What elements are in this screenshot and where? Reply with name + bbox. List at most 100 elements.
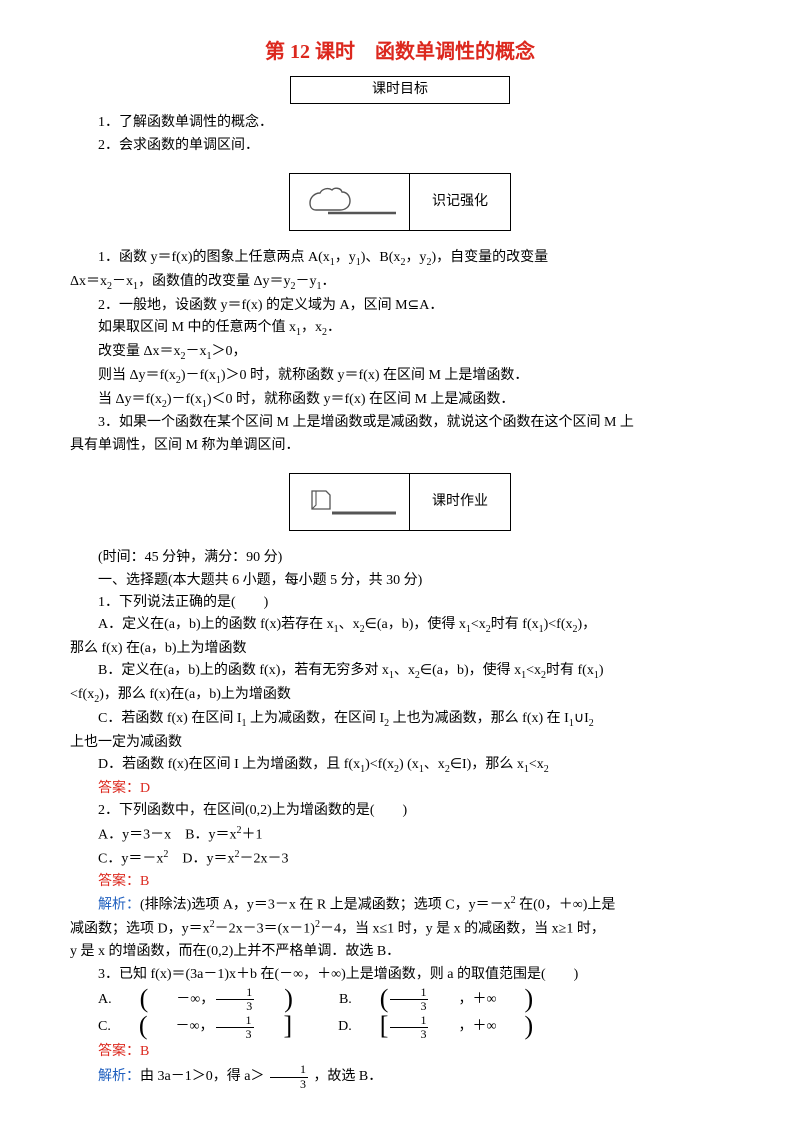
text: B．y＝x — [185, 828, 236, 843]
recall-p7: 3．如果一个函数在某个区间 M 上是增函数或是减函数，就说这个函数在这个区间 M… — [70, 412, 730, 434]
text: ＋1 — [241, 828, 262, 843]
text: 当 Δy＝f(x — [98, 392, 162, 407]
q1-C: C．若函数 f(x) 在区间 I1 上为减函数，在区间 I2 上也为减函数，那么… — [70, 708, 730, 732]
text: ∈(a，b)，使得 x — [365, 617, 466, 632]
text: <x — [526, 663, 541, 678]
q2-exp3: y 是 x 的增函数，而在(0,2)上并不严格单调．故选 B． — [70, 941, 730, 963]
q3-ans: 答案：B — [70, 1041, 730, 1063]
text: <f(x — [70, 687, 94, 702]
opt-D: D. — [310, 1016, 352, 1038]
opt-C: C. — [70, 1016, 111, 1038]
q2-exp2: 减函数；选项 D，y＝x2－2x－3＝(x－1)2－4，当 x≤1 时，y 是 … — [70, 917, 730, 941]
text: C．若函数 f(x) 在区间 I — [98, 711, 242, 726]
text: )、B(x — [361, 250, 401, 265]
text: )，那么 f(x)在(a，b)上为增函数 — [99, 687, 291, 702]
exp-label: 解析： — [98, 1069, 140, 1084]
q2-AB: A．y＝3－x B．y＝x2＋1 — [70, 823, 730, 847]
frac-d: 3 — [390, 1000, 428, 1013]
text: ，x — [301, 320, 322, 335]
q1-B2: <f(x2)，那么 f(x)在(a，b)上为增函数 — [70, 684, 730, 708]
text: )＞0 时，就称函数 y＝f(x) 在区间 M 上是增函数． — [221, 368, 529, 383]
q3-AB: A. (－∞， 13 ) B. ( 13 ，＋∞) — [70, 986, 730, 1013]
text: 由 3a－1＞0，得 a＞ — [140, 1069, 264, 1084]
q1-C2: 上也一定为减函数 — [70, 732, 730, 754]
q1-ans: 答案：D — [70, 778, 730, 800]
text: A．y＝3－x — [98, 828, 171, 843]
text: ) (x — [399, 757, 419, 772]
text: ，＋∞ — [430, 989, 496, 1011]
text: 上为减函数，在区间 I — [247, 711, 385, 726]
q3-stem: 3．已知 f(x)＝(3a－1)x＋b 在(－∞，＋∞)上是增函数，则 a 的取… — [70, 964, 730, 986]
text: ∪I — [574, 711, 589, 726]
text: (排除法)选项 A，y＝3－x 在 R 上是减函数；选项 C，y＝－x — [140, 898, 511, 913]
text: D．若函数 f(x)在区间 I 上为增函数，且 f(x — [98, 757, 360, 772]
recall-p6: 当 Δy＝f(x2)－f(x1)＜0 时，就称函数 y＝f(x) 在区间 M 上… — [70, 389, 730, 413]
recall-p5: 则当 Δy＝f(x2)－f(x1)＞0 时，就称函数 y＝f(x) 在区间 M … — [70, 365, 730, 389]
recall-p4: 改变量 Δx＝x2－x1＞0， — [70, 341, 730, 365]
text: 时有 f(x — [546, 663, 594, 678]
text: －2x－3＝(x－1) — [215, 922, 315, 937]
text: <x — [529, 757, 544, 772]
book-icon — [290, 474, 410, 530]
text: 、x — [424, 757, 445, 772]
text: ． — [327, 320, 341, 335]
text: －∞， — [148, 1016, 214, 1038]
recall-p7b: 具有单调性，区间 M 称为单调区间． — [70, 435, 730, 457]
q2-CD: C．y＝－x2 D．y＝x2－2x－3 — [70, 847, 730, 871]
text: 时有 f(x — [491, 617, 539, 632]
text: ，y — [405, 250, 426, 265]
text: Δx＝x — [70, 274, 107, 289]
frac-n: 1 — [270, 1063, 308, 1077]
text: －2x－3 — [239, 852, 288, 867]
q1-D: D．若函数 f(x)在区间 I 上为增函数，且 f(x1)<f(x2) (x1、… — [70, 754, 730, 778]
text: 1．函数 y＝f(x)的图象上任意两点 A(x — [98, 250, 330, 265]
frac-d: 3 — [216, 1028, 254, 1041]
frac-n: 1 — [216, 1014, 254, 1028]
hw-box: 课时作业 — [70, 473, 730, 531]
text: －∞， — [148, 989, 214, 1011]
text: ． — [322, 274, 336, 289]
text: 上也为减函数，那么 f(x) 在 I — [389, 711, 569, 726]
text: 改变量 Δx＝x — [98, 344, 181, 359]
hw-label: 课时作业 — [410, 474, 510, 530]
exp-label: 解析： — [98, 898, 140, 913]
text: －x — [112, 274, 133, 289]
q1-A2: 那么 f(x) 在(a，b)上为增函数 — [70, 638, 730, 660]
q3-exp: 解析：由 3a－1＞0，得 a＞ 13 ，故选 B． — [70, 1063, 730, 1090]
recall-label: 识记强化 — [410, 174, 510, 230]
page-title: 第 12 课时 函数单调性的概念 — [70, 36, 730, 68]
frac-d: 3 — [390, 1028, 428, 1041]
text: C．y＝－x — [98, 852, 163, 867]
text: )<f(x — [544, 617, 573, 632]
text: ＞0， — [212, 344, 247, 359]
cloud-icon — [290, 174, 410, 230]
q2-exp1: 解析：(排除法)选项 A，y＝3－x 在 R 上是减函数；选项 C，y＝－x2 … — [70, 893, 730, 917]
text: ) — [599, 663, 604, 678]
text: )＜0 时，就称函数 y＝f(x) 在区间 M 上是减函数． — [207, 392, 515, 407]
q1-A: A．定义在(a，b)上的函数 f(x)若存在 x1、x2∈(a，b)，使得 x1… — [70, 614, 730, 638]
text: 如果取区间 M 中的任意两个值 x — [98, 320, 296, 335]
q2-stem: 2．下列函数中，在区间(0,2)上为增函数的是( ) — [70, 800, 730, 822]
text: ∈(a，b)，使得 x — [420, 663, 521, 678]
opt-A: A. — [70, 989, 112, 1011]
q1-stem: 1．下列说法正确的是( ) — [70, 592, 730, 614]
text: <x — [471, 617, 486, 632]
text: A．定义在(a，b)上的函数 f(x)若存在 x — [98, 617, 334, 632]
hw-meta: (时间：45 分钟，满分：90 分) — [70, 547, 730, 569]
opt-B: B. — [311, 989, 352, 1011]
text: D．y＝x — [182, 852, 234, 867]
text: －x — [186, 344, 207, 359]
text: )－f(x — [167, 392, 202, 407]
text: ，＋∞ — [430, 1016, 496, 1038]
text: ，函数值的改变量 Δy＝y — [138, 274, 291, 289]
q2-ans: 答案：B — [70, 871, 730, 893]
text: )，自变量的改变量 — [431, 250, 548, 265]
recall-p2: 2．一般地，设函数 y＝f(x) 的定义域为 A，区间 M⊆A． — [70, 295, 730, 317]
text: －y — [296, 274, 317, 289]
recall-p3: 如果取区间 M 中的任意两个值 x1，x2． — [70, 317, 730, 341]
text: 则当 Δy＝f(x — [98, 368, 176, 383]
goal-1: 1．了解函数单调性的概念． — [70, 112, 730, 134]
frac-n: 1 — [390, 986, 428, 1000]
recall-box: 识记强化 — [70, 173, 730, 231]
frac-n: 1 — [390, 1014, 428, 1028]
